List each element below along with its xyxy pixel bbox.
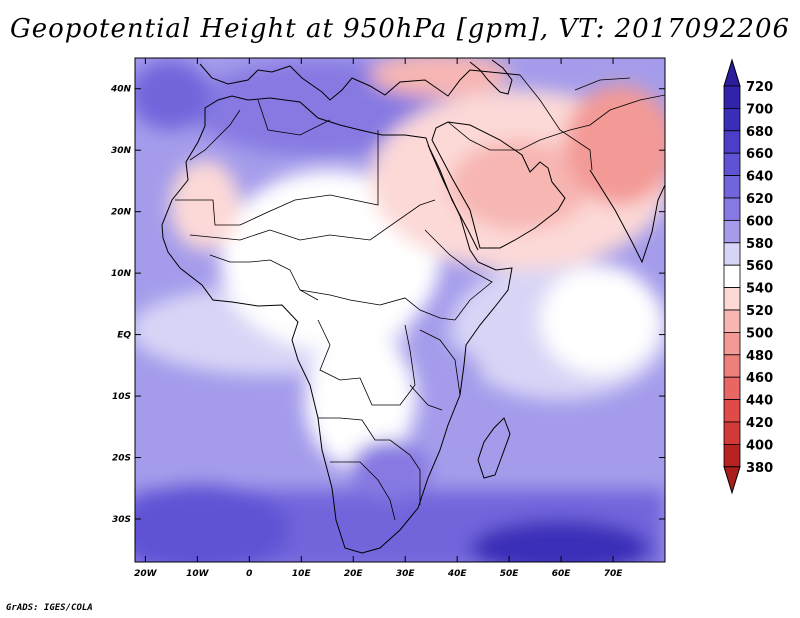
- lon-tick-label: 0: [246, 569, 252, 579]
- lat-tick-label: 30N: [111, 146, 132, 156]
- colorbar-segment: [723, 399, 741, 423]
- colorbar-label: 680: [746, 125, 773, 140]
- lon-tick-label: 60E: [552, 569, 572, 579]
- grads-credit: GrADS: IGES/COLA: [6, 603, 93, 613]
- field-congo-white: [305, 330, 415, 470]
- europe-coastline: [199, 63, 521, 101]
- colorbar-segment: [723, 376, 741, 401]
- red-sea-west: [427, 144, 479, 251]
- africa-coastline: [161, 95, 513, 554]
- colorbar-label: 440: [746, 394, 773, 409]
- border-central: [299, 289, 456, 321]
- colorbar-label: 460: [746, 371, 773, 386]
- field-se-low: [470, 520, 650, 562]
- lat-tick-label: 30S: [112, 515, 131, 525]
- colorbar-segment: [723, 309, 741, 333]
- field-sw-low: [135, 485, 290, 562]
- map-frame: [134, 57, 666, 563]
- colorbar-segment: [723, 85, 741, 109]
- colorbar-label: 480: [746, 349, 773, 364]
- border-horn: [424, 229, 493, 321]
- border-southern: [318, 417, 421, 521]
- colorbar-segment: [723, 421, 741, 445]
- lat-tick-label: 10N: [111, 269, 132, 279]
- colorbar-segment: [723, 152, 741, 176]
- colorbar-label: 640: [746, 170, 773, 185]
- colorbar-segment: [723, 219, 741, 244]
- colorbar-segment: [723, 354, 741, 378]
- lon-tick-label: 40E: [447, 569, 468, 579]
- colorbar-label: 600: [746, 214, 773, 229]
- colorbar-label: 380: [746, 461, 773, 476]
- colorbar-label: 700: [746, 102, 773, 117]
- colorbar-label: 720: [746, 80, 773, 95]
- colorbar-label: 540: [746, 282, 773, 297]
- field-io-high: [540, 265, 660, 375]
- coastlines: [161, 59, 665, 554]
- colorbar-segment: [723, 130, 741, 154]
- field-mozambique: [415, 345, 485, 435]
- colorbar-label: 560: [746, 259, 773, 274]
- field-zimbabwe: [350, 440, 430, 500]
- lat-tick-label: EQ: [117, 331, 131, 341]
- lat-tick-label: 40N: [110, 85, 132, 95]
- lon-tick-label: 20E: [344, 569, 364, 579]
- caspian-coastline: [469, 59, 513, 95]
- lon-tick-label: 20W: [134, 569, 158, 579]
- colorbar: 720 700 680 660 640 620 600 580 560 540 520 500 480 4…: [723, 58, 773, 495]
- field-india-red: [565, 85, 665, 205]
- arabia-coastline: [431, 121, 566, 249]
- lon-tick-label: 50E: [500, 569, 520, 579]
- border-iran: [519, 74, 631, 171]
- colorbar-top-arrow: [723, 58, 741, 87]
- colorbar-label: 500: [746, 326, 773, 341]
- field-caspian-red: [370, 58, 510, 97]
- field-nw-low: [135, 60, 210, 130]
- india-coastline: [589, 169, 665, 264]
- colorbar-segment: [723, 264, 741, 289]
- lon-tick-label: 10W: [186, 569, 210, 579]
- colorbar-segment: [723, 242, 741, 266]
- colorbar-segment: [723, 197, 741, 221]
- height-field: [135, 58, 665, 562]
- axis-ticks: 20W 10W 0 10E 20E 30E 40E 50E 60E 70E 40N 30N 20N 10N…: [110, 58, 665, 579]
- colorbar-segment: [723, 175, 741, 199]
- colorbar-label: 660: [746, 147, 773, 162]
- colorbar-segment: [723, 108, 741, 132]
- lon-tick-label: 30E: [396, 569, 416, 579]
- border-sahara: [175, 130, 379, 226]
- colorbar-label: 420: [746, 416, 773, 431]
- lon-tick-label: 10E: [292, 569, 312, 579]
- colorbar-label: 620: [746, 192, 773, 207]
- border-middle-east: [447, 94, 665, 151]
- border-congo: [317, 319, 416, 406]
- colorbar-label: 400: [746, 438, 773, 453]
- colorbar-segment: [723, 331, 741, 356]
- lon-tick-label: 70E: [604, 569, 624, 579]
- border-maghreb: [189, 99, 331, 161]
- country-borders: [175, 74, 665, 521]
- border-sahel: [189, 199, 436, 241]
- colorbar-segment: [723, 287, 741, 311]
- field-arabia-red: [450, 140, 590, 230]
- colorbar-bottom-arrow: [723, 466, 741, 495]
- madagascar-coastline: [477, 417, 511, 479]
- lat-tick-label: 10S: [112, 392, 131, 402]
- colorbar-label: 520: [746, 304, 773, 319]
- map-title: Geopotential Height at 950hPa [gpm], VT:…: [9, 14, 791, 44]
- colorbar-segment: [723, 443, 741, 468]
- border-east: [409, 329, 461, 411]
- colorbar-label: 580: [746, 237, 773, 252]
- lat-tick-label: 20N: [111, 208, 132, 218]
- lat-tick-label: 20S: [112, 454, 131, 464]
- field-mauritania-pink: [170, 160, 240, 250]
